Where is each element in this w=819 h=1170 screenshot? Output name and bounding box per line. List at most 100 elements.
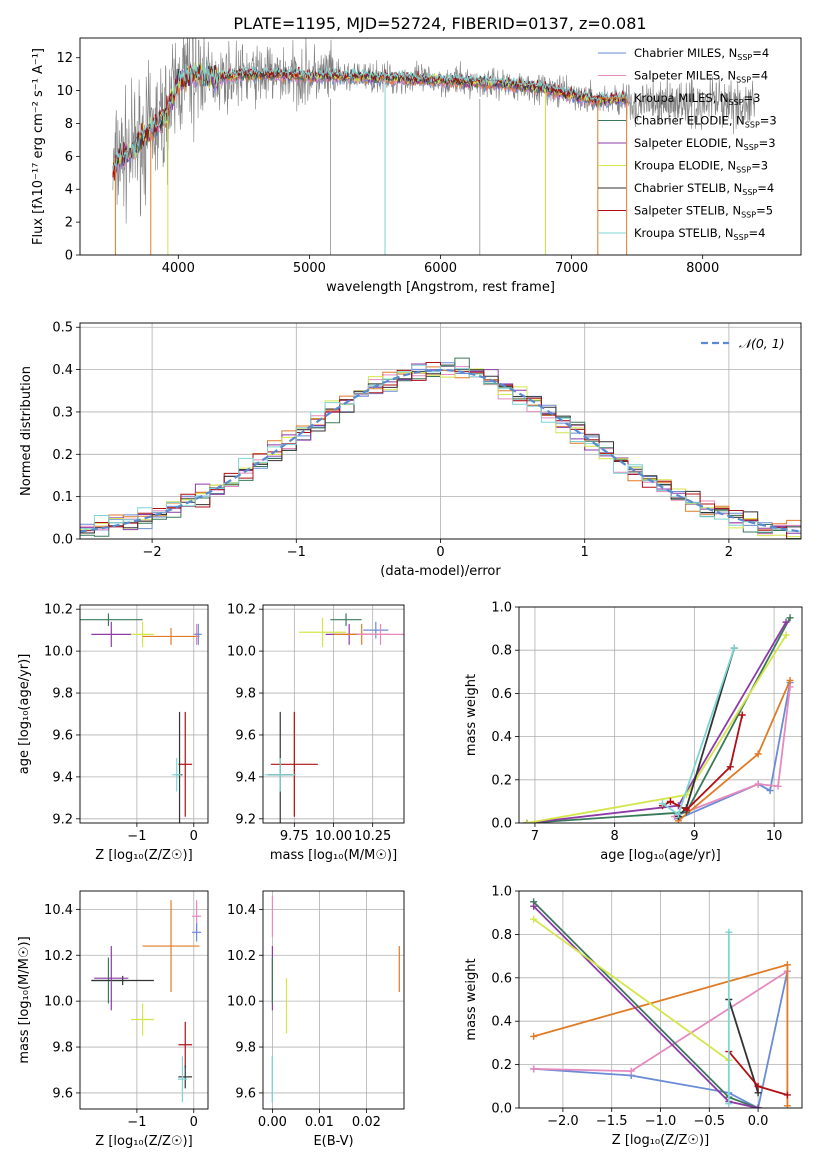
axes-frame [518, 890, 803, 1109]
x-tick-label: −2.0 [547, 1114, 579, 1129]
weight-point [783, 961, 791, 969]
y-tick-label: 9.2 [52, 812, 73, 827]
axes-frame [79, 322, 802, 540]
y-tick-label: 0 [65, 249, 73, 264]
x-tick-label: 6000 [424, 261, 457, 276]
x-axis-label: wavelength [Angstrom, rest frame] [326, 280, 555, 295]
legend-label: Salpeter STELIB, NSSP=5 [634, 204, 773, 220]
y-axis-label: mass weight [464, 674, 479, 756]
legend-label: Salpeter MILES, NSSP=4 [634, 69, 768, 85]
legend-label: Kroupa ELODIE, NSSP=3 [634, 159, 768, 175]
x-axis-label: Z [log₁₀(Z/Z☉)] [95, 848, 192, 863]
x-tick-label: −1.5 [596, 1114, 628, 1129]
weight-point [530, 902, 538, 910]
y-tick-label: 10 [56, 84, 73, 99]
weight-point [725, 1100, 733, 1108]
legend-subscript: SSP [741, 211, 756, 220]
legend-subscript: SSP [736, 76, 751, 85]
y-tick-label: 0.4 [491, 730, 512, 745]
legend-subscript: SSP [737, 53, 752, 62]
y-tick-label: 10.2 [44, 603, 73, 618]
x-tick-label: 0.01 [305, 1115, 334, 1130]
x-tick-label: −0.5 [694, 1114, 726, 1129]
legend-count: =3 [760, 114, 777, 128]
x-tick-label: −1 [127, 829, 146, 844]
y-tick-label: 4 [65, 183, 73, 198]
y-tick-label: 1.0 [491, 885, 512, 900]
weight-point [754, 1082, 762, 1090]
y-tick-label: 0.0 [52, 533, 73, 548]
x-axis-label: age [log₁₀(age/yr)] [600, 848, 721, 863]
axes-frame [79, 890, 209, 1110]
x-tick-label: 9 [690, 829, 698, 844]
plot-area [112, 38, 756, 255]
weight-point [674, 810, 682, 818]
axes-frame [518, 606, 803, 824]
x-tick-label: −2 [143, 545, 162, 560]
data-spectrum [112, 38, 756, 224]
axes-frame [79, 37, 802, 256]
y-tick-label: 9.8 [52, 687, 73, 702]
x-tick-label: 0.02 [352, 1115, 381, 1130]
legend-label: Chabrier STELIB, NSSP=4 [634, 181, 774, 197]
plot-area [271, 895, 400, 1103]
weight-line [727, 999, 759, 1094]
y-tick-label: 0.0 [491, 817, 512, 832]
weight-point [783, 1091, 791, 1099]
plot-area [530, 898, 791, 1108]
x-axis-label: Z [log₁₀(Z/Z☉)] [612, 1133, 709, 1148]
plot-area [91, 900, 202, 1103]
residuals-panel: −2 −1 0 1 2 0.0 0.1 0.2 0.3 0.4 0.5 (data-model)/er… [19, 321, 802, 579]
y-tick-label: 9.8 [235, 687, 256, 702]
weight-point [730, 644, 738, 652]
y-tick-label: 10.0 [44, 645, 73, 660]
x-tick-label: 10.25 [354, 829, 391, 844]
y-axis-label: Normed distribution [19, 366, 34, 496]
weight-point [766, 787, 774, 795]
y-tick-label: 10.0 [227, 995, 256, 1010]
x-tick-label: 8000 [686, 261, 719, 276]
y-tick-label: 0.2 [491, 773, 512, 788]
plot-area [264, 613, 404, 823]
mass-vs-ebv-panel: 0.00 0.01 0.02 9.6 9.8 10.0 10.2 10.4 E(B-V) [227, 890, 405, 1149]
plot-area [80, 357, 801, 539]
weight-line [678, 682, 791, 820]
weight-point [682, 806, 690, 814]
y-tick-label: 10.0 [44, 995, 73, 1010]
legend-subscript: SSP [734, 233, 749, 242]
x-tick-label: −1 [287, 545, 306, 560]
weight-point [774, 782, 782, 790]
y-tick-label: 0.6 [491, 971, 512, 986]
weight-line [533, 918, 730, 1062]
model-spectrum-line [112, 60, 627, 172]
weight-point [783, 1102, 791, 1108]
y-tick-label: 9.6 [52, 728, 73, 743]
x-axis-label: E(B-V) [313, 1134, 353, 1149]
x-axis-label: (data-model)/error [380, 564, 501, 579]
x-tick-label: 10.00 [315, 829, 352, 844]
weight-point [726, 763, 734, 771]
y-tick-label: 10.2 [227, 949, 256, 964]
legend: Chabrier MILES, NSSP=4 Salpeter MILES, NS… [598, 46, 777, 242]
x-tick-label: 0.00 [258, 1115, 287, 1130]
x-tick-label: 0 [190, 1115, 198, 1130]
weight-point [530, 1065, 538, 1073]
y-tick-label: 0.5 [52, 321, 73, 336]
x-tick-label: 10 [766, 829, 783, 844]
y-tick-label: 10.4 [227, 903, 256, 918]
y-tick-label: 9.6 [235, 1086, 256, 1101]
legend-subscript: SSP [729, 98, 744, 107]
y-tick-label: 10.2 [44, 949, 73, 964]
x-tick-label: 7000 [555, 261, 588, 276]
legend-subscript: SSP [736, 166, 751, 175]
y-tick-label: 9.4 [235, 770, 256, 785]
legend-label: Chabrier ELODIE, NSSP=3 [634, 114, 777, 130]
y-tick-label: 0.8 [491, 644, 512, 659]
y-tick-label: 0.1 [52, 490, 73, 505]
weight-point [658, 800, 666, 808]
weight-point [754, 1089, 762, 1097]
weight-point [627, 1067, 635, 1075]
x-tick-label: 9.75 [280, 829, 309, 844]
legend-count: =4 [751, 69, 768, 83]
